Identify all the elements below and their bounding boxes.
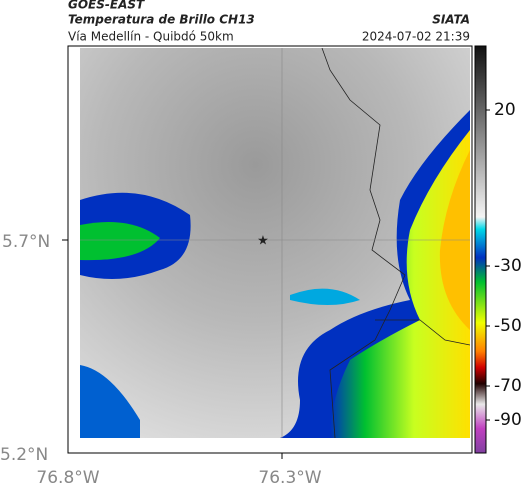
lon-label: 76.8°W — [36, 468, 99, 488]
city-marker: ★ — [257, 234, 269, 249]
colorbar-label: -90 — [494, 410, 522, 430]
colorbar-label: -30 — [494, 256, 522, 276]
imagery — [80, 48, 470, 438]
lon-label: 76.3°W — [258, 468, 321, 488]
route: Vía Medellín - Quibdó 50km — [68, 30, 234, 44]
colorbar-label: 20 — [494, 100, 516, 120]
colorbar-label: -50 — [494, 316, 522, 336]
timestamp: 2024-07-02 21:39 — [362, 30, 470, 44]
colorbar-label: -70 — [494, 376, 522, 396]
colorbar-ticks: 20 -30 -50 -70 -90 — [486, 100, 522, 430]
agency: SIATA — [432, 13, 470, 27]
lat-label: 5.7°N — [2, 232, 50, 252]
lat-label: 5.2°N — [0, 445, 48, 465]
colorbar — [474, 45, 487, 454]
map-frame — [67, 45, 473, 454]
source: GOES-EAST — [68, 0, 145, 12]
product: Temperatura de Brillo CH13 — [68, 13, 255, 27]
